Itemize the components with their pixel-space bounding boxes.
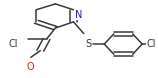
Text: N: N <box>75 10 83 20</box>
Text: S: S <box>85 39 91 49</box>
Text: Cl: Cl <box>147 39 156 49</box>
Text: O: O <box>27 62 35 72</box>
Text: Cl: Cl <box>9 39 18 49</box>
